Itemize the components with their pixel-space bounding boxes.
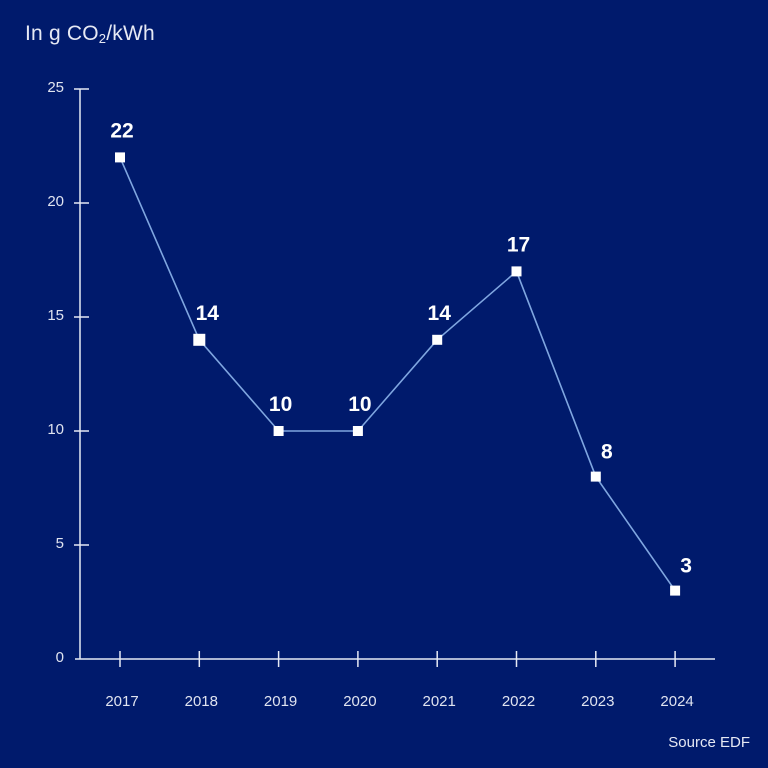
y-tick-label: 10 [47,421,64,438]
data-value-label: 14 [196,302,220,325]
source-note: Source EDF [668,734,750,751]
unit-subscript: 2 [98,31,107,46]
data-value-label: 8 [601,441,613,464]
data-value-label: 3 [680,555,692,578]
data-point-marker [273,426,284,436]
data-value-label: 10 [348,393,371,416]
data-value-label: 22 [110,119,133,142]
data-value-label: 10 [269,393,292,416]
y-tick-label: 0 [56,649,64,666]
y-axis-unit-title: In g CO2/kWh [25,22,155,46]
data-point-marker [352,426,363,436]
data-point-marker [590,471,601,482]
data-point-marker [432,334,443,345]
x-tick-label: 2022 [502,693,535,710]
y-tick-label: 15 [47,307,64,324]
y-tick-label: 5 [56,535,64,552]
data-value-label: 14 [428,302,452,325]
x-tick-label: 2018 [185,693,218,710]
unit-prefix: In g CO [25,22,99,45]
data-point-marker [670,585,681,596]
x-tick-label: 2021 [423,693,456,710]
data-line [119,157,676,592]
y-tick-label: 25 [47,79,64,96]
x-tick-label: 2020 [343,693,376,710]
data-value-label: 17 [507,233,530,256]
data-point-marker [511,266,522,277]
unit-suffix: /kWh [106,22,155,45]
x-tick-label: 2017 [105,693,138,710]
x-tick-label: 2019 [264,693,297,710]
y-tick-label: 20 [47,193,64,210]
x-tick-label: 2023 [581,693,614,710]
data-point-marker [193,333,206,346]
x-tick-label: 2024 [660,693,693,710]
data-point-marker [115,152,125,163]
